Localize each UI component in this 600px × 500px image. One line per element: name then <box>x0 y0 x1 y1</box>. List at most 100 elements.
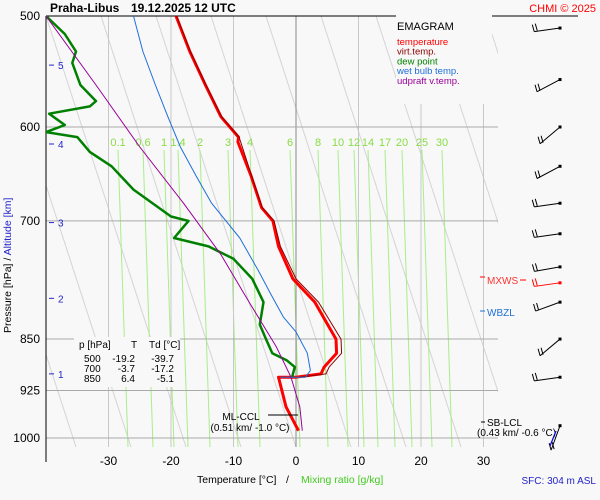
altitude-tick-label: 1 <box>58 370 64 381</box>
wind-barb <box>531 263 562 272</box>
mixing-ratio-label: 3 <box>225 137 231 149</box>
mixing-ratio-label: 8 <box>315 137 321 149</box>
pressure-tick-label: 850 <box>20 332 40 346</box>
mixing-ratio-label: 25 <box>416 137 428 149</box>
dry-adiabat-line <box>210 16 352 447</box>
mixing-ratio-line <box>177 149 189 447</box>
wind-barb <box>531 198 562 208</box>
mixing-ratio-line <box>142 149 154 447</box>
mixing-ratio-line <box>317 149 329 447</box>
altitude-tick-label: 3 <box>58 219 64 230</box>
sfc-wind-line <box>549 430 557 447</box>
temperature-tick-label: -30 <box>100 454 118 468</box>
dry-adiabat-line <box>485 16 498 55</box>
mxws-label: MXWS <box>487 276 518 287</box>
ml-ccl-value: (0.51 km/ -1.0 °C) <box>210 423 289 434</box>
dry-adiabat-line <box>155 16 297 447</box>
dry-adiabat-line <box>320 16 462 447</box>
table-cell: 500 <box>84 354 101 365</box>
pressure-tick-label: 500 <box>20 9 40 23</box>
station-title: Praha-Libus <box>50 1 120 15</box>
wbzl-label: WBZL <box>487 308 515 319</box>
y-axis-label: Pressure [hPa] / Altitude [km] <box>2 198 14 333</box>
series-wet-bulb-temp <box>133 16 311 378</box>
legend-background <box>396 14 492 104</box>
mixing-ratio-line <box>421 149 433 447</box>
mixing-ratio-line <box>401 149 413 447</box>
temperature-tick-label: 10 <box>352 454 366 468</box>
series-dew-point <box>46 16 297 378</box>
sfc-label: SFC: 304 m ASL <box>522 476 597 487</box>
mixing-ratio-label: 30 <box>436 137 448 149</box>
legend-item: temperature <box>397 37 448 48</box>
wind-barb <box>534 78 562 93</box>
wind-barb <box>531 372 562 382</box>
x-axis-label-secondary: Mixing ratio [g/kg] <box>301 474 383 486</box>
dry-adiabat-line <box>265 16 407 447</box>
temperature-tick-label: 20 <box>414 454 428 468</box>
wind-barb <box>531 23 562 33</box>
x-axis-label: Temperature [°C] <box>197 474 277 486</box>
table-background <box>74 337 180 387</box>
wind-barb <box>531 229 562 238</box>
mixing-ratio-label: 0.6 <box>135 137 150 149</box>
mixing-ratio-label: 12 <box>348 137 360 149</box>
pressure-tick-label: 925 <box>20 384 40 398</box>
legend-item: wet bulb temp. <box>396 66 459 77</box>
mixing-ratio-label: 10 <box>332 137 344 149</box>
table-header: p [hPa] <box>79 340 111 351</box>
wind-barb <box>534 164 562 179</box>
mixing-ratio-line <box>163 149 175 447</box>
mixing-ratio-label: 2 <box>197 137 203 149</box>
copyright-label: CHMI © 2025 <box>529 3 596 15</box>
altitude-tick-label: 5 <box>58 61 64 72</box>
altitude-tick-label: 4 <box>58 140 64 151</box>
mixing-ratio-line <box>384 149 396 447</box>
table-cell: -5.1 <box>157 374 175 385</box>
legend-item: dew point <box>397 56 438 67</box>
mixing-ratio-line <box>117 149 129 447</box>
sb-lcl-label: SB-LCL <box>487 418 522 429</box>
dry-adiabat-line <box>541 16 600 447</box>
wind-barb <box>537 337 562 357</box>
table-cell: -3.7 <box>118 364 136 375</box>
table-cell: 6.4 <box>121 374 135 385</box>
dry-adiabat-line <box>46 353 77 447</box>
temperature-tick-label: -20 <box>162 454 180 468</box>
wind-barb <box>548 424 562 451</box>
pressure-tick-label: 1000 <box>13 431 40 445</box>
mixing-ratio-label: 4 <box>247 137 253 149</box>
mixing-ratio-line <box>249 149 261 447</box>
x-axis-separator: / <box>286 474 289 486</box>
mixing-ratio-line <box>337 149 349 447</box>
sb-lcl-value: (0.43 km/ -0.6 °C) <box>477 428 556 439</box>
datetime-title: 19.12.2025 12 UTC <box>131 1 236 15</box>
altitude-tick-label: 2 <box>58 294 64 305</box>
series-udpraft-v-temp <box>46 16 303 431</box>
pressure-tick-label: 600 <box>20 120 40 134</box>
temperature-tick-label: 0 <box>293 454 300 468</box>
wind-barb <box>531 278 562 287</box>
wind-barb <box>533 300 562 312</box>
mixing-ratio-line <box>289 149 301 447</box>
pressure-tick-label: 700 <box>20 214 40 228</box>
dry-adiabat-line <box>596 16 600 447</box>
mixing-ratio-label: 6 <box>287 137 293 149</box>
mixing-ratio-label: 17 <box>379 137 391 149</box>
legend-item: virt.temp. <box>397 47 436 58</box>
legend-title: EMAGRAM <box>397 21 454 33</box>
mixing-ratio-line <box>367 149 379 447</box>
mixing-ratio-label: 0.1 <box>110 137 125 149</box>
mixing-ratio-label: 14 <box>362 137 374 149</box>
mixing-ratio-label: 20 <box>396 137 408 149</box>
table-header: Td [°C] <box>149 340 180 351</box>
mixing-ratio-line <box>441 149 453 447</box>
table-header: T <box>131 340 137 351</box>
series-virt-temp <box>176 16 343 378</box>
legend-item: udpraft v.temp. <box>397 76 460 87</box>
series-temperature <box>174 16 339 432</box>
table-cell: -19.2 <box>112 354 135 365</box>
ml-ccl-label: ML-CCL <box>222 412 260 423</box>
temperature-tick-label: 30 <box>477 454 491 468</box>
